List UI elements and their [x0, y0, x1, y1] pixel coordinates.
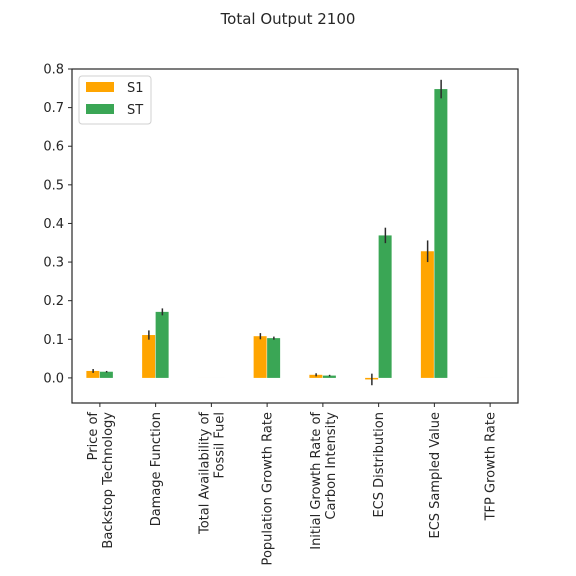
y-tick-label: 0.3: [43, 256, 64, 271]
legend-label: S1: [127, 81, 144, 96]
bar-st: [434, 89, 448, 378]
y-axis: 0.0 0.1 0.2 0.3 0.4 0.5 0.6 0.7 0.8: [43, 63, 72, 386]
x-tick-label: ECS Distribution: [372, 412, 387, 518]
x-tick-label: Total Availability ofFossil Fuel: [197, 412, 227, 535]
bar-st: [155, 311, 169, 378]
y-tick-label: 0.4: [43, 217, 64, 232]
chart-title: Total Output 2100: [220, 10, 356, 28]
legend-swatch: [86, 82, 114, 92]
x-tick-label: Price ofBackstop Technology: [86, 412, 116, 549]
bars: [86, 89, 504, 380]
y-tick-label: 0.7: [43, 101, 64, 116]
x-axis: Price ofBackstop Technology Damage Functi…: [86, 403, 499, 565]
bar-s1: [142, 335, 156, 378]
legend-label: ST: [127, 103, 143, 118]
bar-st: [378, 235, 392, 378]
x-tick-label: Initial Growth Rate ofCarbon Intensity: [309, 412, 339, 550]
bar-st: [322, 375, 336, 378]
y-tick-label: 0.1: [43, 333, 64, 348]
y-tick-label: 0.0: [43, 371, 64, 386]
y-tick-label: 0.6: [43, 140, 64, 155]
x-tick-label: ECS Sampled Value: [428, 412, 443, 539]
x-tick-label: Damage Function: [149, 412, 164, 526]
y-tick-label: 0.2: [43, 294, 64, 309]
bar-st: [99, 371, 113, 378]
y-tick-label: 0.5: [43, 178, 64, 193]
legend: S1 ST: [78, 75, 152, 125]
bar-st: [267, 338, 281, 378]
legend-swatch: [86, 104, 114, 114]
x-tick-label: TFP Growth Rate: [484, 412, 499, 521]
y-tick-label: 0.8: [43, 63, 64, 78]
bar-s1: [86, 370, 100, 378]
error-bars: [92, 79, 442, 386]
x-tick-label: Population Growth Rate: [261, 412, 276, 565]
plot-frame: [71, 68, 519, 404]
bar-s1: [253, 336, 267, 378]
bar-s1: [420, 251, 434, 378]
